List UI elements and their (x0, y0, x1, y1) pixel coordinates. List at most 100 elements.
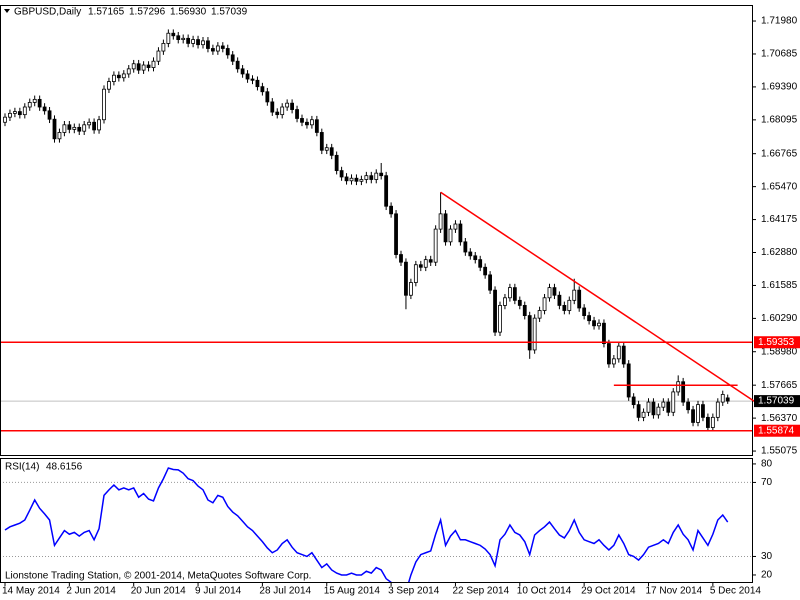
candle-body (478, 259, 483, 268)
x-tick-label: 5 Dec 2014 (710, 586, 762, 597)
y-tick-label: 1.61585 (761, 280, 798, 291)
candle-body (210, 48, 215, 52)
candle-body (359, 179, 364, 182)
x-tick-label: 2 Jun 2014 (66, 586, 116, 597)
rsi-tick-label: 20 (761, 570, 773, 581)
candle-body (171, 32, 176, 37)
candle-body (710, 416, 715, 428)
candle-body (701, 404, 705, 418)
price-panel (0, 5, 753, 456)
rsi-panel (0, 458, 753, 583)
candle-body (354, 177, 359, 182)
candle-body (696, 404, 700, 423)
candle-body (121, 73, 126, 79)
candle-body (280, 106, 285, 116)
candle-body (22, 106, 27, 116)
candle-body (349, 177, 354, 182)
candle-body (616, 345, 621, 360)
candle-body (661, 401, 666, 408)
candle-body (458, 223, 463, 243)
candle-body (597, 322, 601, 327)
rsi-tick-label: 80 (761, 459, 773, 470)
candle-body (636, 404, 641, 418)
candle-body (77, 126, 82, 132)
x-tick-label: 22 Sep 2014 (452, 586, 509, 597)
candle-body (503, 297, 507, 306)
trendline (440, 191, 758, 404)
candle-body (651, 401, 656, 416)
candle-body (290, 102, 295, 110)
candle-body (691, 409, 695, 423)
candle-body (587, 315, 591, 322)
candle-body (715, 401, 720, 418)
candle-body (602, 322, 606, 344)
candle-body (339, 170, 344, 178)
candle-body (557, 294, 562, 306)
candle-body (8, 112, 12, 118)
candle-body (562, 305, 567, 311)
candle-body (572, 289, 577, 301)
ohlc-value: 1.57296 (129, 7, 166, 18)
candle-body (631, 396, 636, 406)
candle-body (250, 78, 255, 81)
candle-body (52, 118, 57, 140)
candle-body (285, 102, 290, 108)
candle-body (186, 37, 191, 44)
y-tick-label: 1.68095 (761, 114, 798, 125)
candle-body (404, 261, 408, 296)
candle-body (87, 121, 92, 126)
candle-body (72, 126, 77, 130)
candle-body (260, 86, 265, 93)
candle-body (334, 154, 339, 172)
candle-body (32, 98, 37, 103)
candle-body (483, 266, 488, 276)
candle-body (131, 63, 136, 70)
candle-body (67, 124, 72, 130)
candle-body (473, 255, 478, 261)
candle-body (107, 81, 111, 90)
rsi-plot (1, 467, 752, 582)
candle-body (17, 111, 22, 116)
candle-body (344, 176, 349, 182)
candle-body (146, 64, 151, 68)
candle-body (196, 39, 200, 46)
price-plot (1, 29, 752, 432)
rsi-tick-label: 30 (761, 551, 773, 562)
candle-body (136, 63, 141, 71)
candle-body (300, 118, 304, 123)
candle-body (309, 119, 314, 126)
candle-body (324, 147, 329, 151)
level-label-box (754, 336, 800, 349)
candle-body (666, 401, 671, 413)
candle-body (3, 116, 7, 123)
candle-body (413, 264, 418, 283)
candle-body (448, 228, 453, 243)
candle-body (493, 289, 497, 333)
x-tick-label: 29 Oct 2014 (581, 586, 636, 597)
candle-body (235, 60, 240, 70)
candle-body (201, 40, 205, 46)
symbol-icon[interactable] (4, 9, 10, 13)
candle-body (112, 74, 116, 82)
candle-body (245, 73, 250, 80)
candle-body (512, 287, 517, 301)
candle-body (394, 213, 398, 255)
y-tick-label: 1.57665 (761, 380, 798, 391)
y-tick-label: 1.56370 (761, 413, 798, 424)
candle-body (37, 98, 42, 108)
candle-body (681, 381, 686, 403)
candle-body (314, 119, 319, 133)
level-label: 1.59353 (758, 337, 795, 348)
candle-body (646, 401, 651, 413)
candle-body (592, 320, 596, 327)
candle-body (384, 175, 389, 207)
candle-body (547, 287, 552, 299)
rsi-value: 48.6156 (46, 462, 83, 473)
candle-body (607, 343, 611, 365)
ohlc-value: 1.56930 (170, 7, 207, 18)
x-tick-label: 14 May 2014 (2, 586, 60, 597)
candle-body (626, 363, 631, 398)
candle-body (47, 110, 52, 120)
x-tick-label: 17 Nov 2014 (646, 586, 703, 597)
x-tick-label: 9 Jul 2014 (195, 586, 242, 597)
